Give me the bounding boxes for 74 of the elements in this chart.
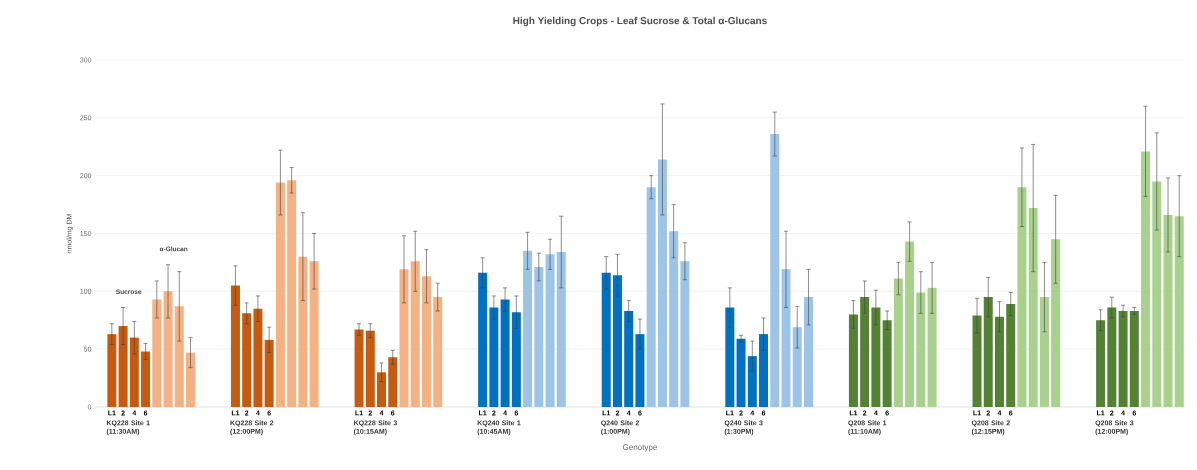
bar [1129, 311, 1139, 407]
bar [1163, 214, 1173, 407]
bar [298, 256, 308, 407]
bar [759, 334, 769, 407]
bar [388, 357, 398, 407]
bar [725, 307, 735, 407]
bar [781, 269, 791, 407]
bar [242, 313, 252, 407]
bar [421, 276, 431, 407]
bar [253, 308, 263, 407]
bar [770, 134, 780, 407]
bar [657, 159, 667, 407]
bar [669, 231, 679, 407]
bar [1107, 307, 1117, 407]
bar [1028, 208, 1038, 407]
bar [500, 299, 510, 407]
bar [803, 297, 813, 407]
bar [433, 297, 443, 407]
bar [534, 267, 544, 407]
bar [1017, 187, 1027, 407]
bar [511, 312, 521, 407]
bar [264, 339, 274, 407]
bar [141, 351, 151, 407]
bar [680, 261, 690, 407]
bar [624, 311, 634, 407]
bar [186, 352, 195, 407]
bar [107, 334, 117, 407]
bar [174, 306, 184, 407]
bar [994, 316, 1004, 407]
bar [983, 297, 993, 407]
bar [646, 187, 656, 407]
bar [893, 278, 903, 407]
bar [635, 334, 645, 407]
bar [1174, 216, 1184, 407]
bar [905, 241, 915, 407]
bar [230, 285, 240, 407]
bar [163, 291, 173, 407]
bar [287, 180, 297, 407]
bar [489, 307, 499, 407]
bar [860, 297, 870, 407]
bar [972, 315, 982, 407]
bar [556, 252, 566, 407]
bar [354, 329, 364, 407]
bar [1006, 304, 1016, 407]
bar [523, 250, 533, 407]
bar [1152, 181, 1162, 407]
bar [118, 326, 128, 407]
bar [1118, 311, 1128, 407]
bar [1039, 297, 1049, 407]
bar [927, 287, 937, 407]
bar [410, 261, 420, 407]
bar [792, 327, 802, 407]
bar [747, 356, 757, 407]
bar [1051, 239, 1061, 407]
bar [129, 337, 139, 407]
bar [736, 338, 746, 407]
bar [916, 292, 926, 407]
bar [882, 320, 892, 407]
bar [377, 372, 387, 407]
x-axis-title: Genotype [623, 444, 657, 452]
bar [152, 299, 162, 407]
bar [1096, 320, 1106, 407]
bar [478, 272, 488, 407]
chart-title: High Yielding Crops - Leaf Sucrose & Total α-Glucans [513, 16, 767, 27]
bar [275, 182, 285, 407]
bar [365, 330, 375, 407]
bar [309, 261, 319, 407]
bar [601, 272, 611, 407]
bar [399, 269, 409, 407]
bar [871, 307, 881, 407]
bar [1141, 151, 1151, 407]
bar [612, 275, 622, 407]
bar [848, 314, 858, 407]
bar [545, 254, 555, 407]
